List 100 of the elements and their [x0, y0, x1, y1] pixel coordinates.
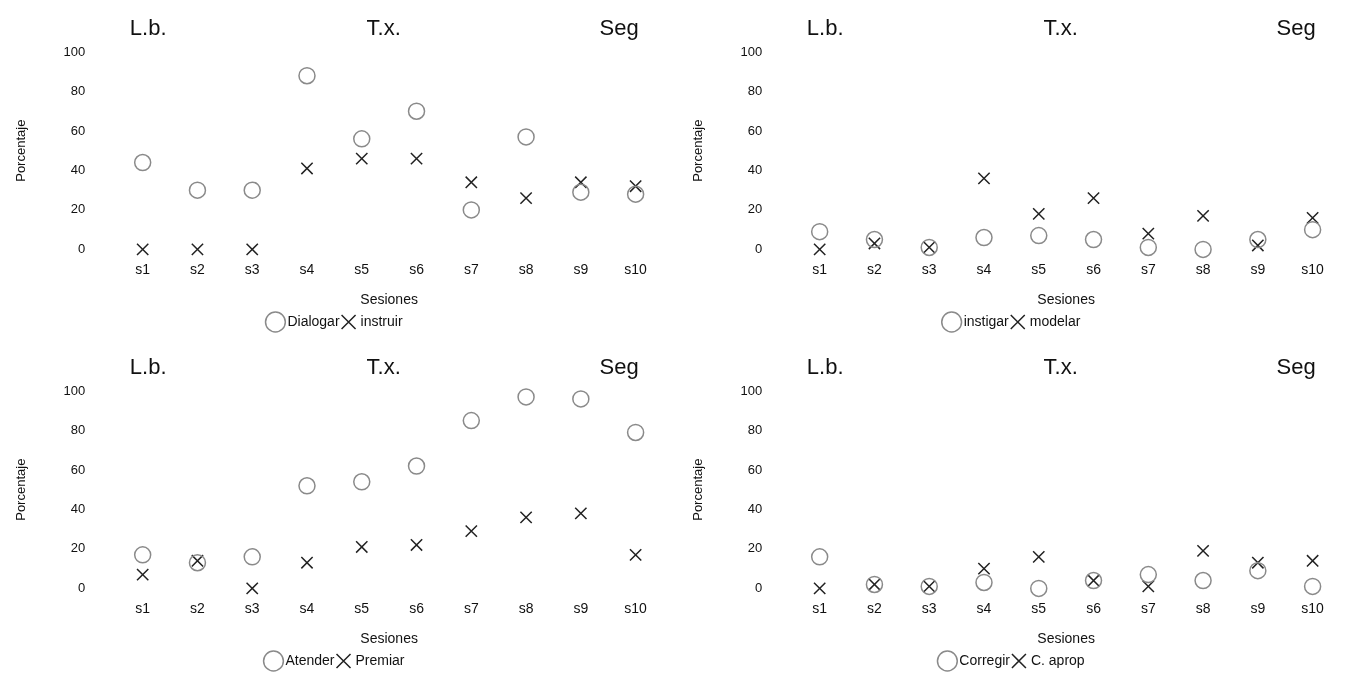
point	[810, 222, 829, 241]
y-tick-label: 20	[70, 201, 86, 217]
point	[188, 553, 207, 572]
x-tick-label: s3	[244, 260, 260, 277]
text: L.b.	[806, 15, 844, 41]
text: Seg	[599, 354, 639, 380]
y-tick-label: 40	[70, 162, 86, 178]
x-tick-label: s1	[135, 599, 151, 616]
x-tick-label: s2	[867, 599, 883, 616]
y-tick-label: 60	[70, 461, 86, 477]
point	[1194, 240, 1212, 259]
x-axis-title: Sesiones	[360, 291, 418, 308]
x-tick-label: s9	[573, 599, 589, 616]
point	[136, 242, 150, 256]
point	[1249, 230, 1267, 249]
text: T.x.	[366, 15, 401, 41]
y-tick-label: 60	[70, 122, 86, 138]
x-tick-label: s10	[624, 260, 648, 277]
legend-label: Dialogar	[287, 312, 340, 329]
point	[133, 546, 152, 564]
point	[133, 153, 152, 172]
point	[629, 548, 643, 562]
point	[1141, 580, 1155, 593]
y-tick-label: 80	[747, 83, 763, 99]
x-tick-label: s5	[354, 599, 370, 616]
text: L.b.	[129, 15, 167, 41]
text: T.x.	[366, 354, 401, 380]
legend-label: C. aprop	[1030, 651, 1085, 668]
y-tick-label: 100	[63, 382, 86, 398]
y-tick-label: 0	[78, 240, 86, 256]
x-tick-label: s10	[1301, 260, 1325, 277]
legend-label: Corregir	[959, 651, 1011, 668]
point	[1194, 571, 1212, 590]
point	[1141, 227, 1155, 241]
point	[300, 556, 314, 570]
point	[977, 562, 991, 576]
point	[353, 130, 371, 148]
point	[407, 102, 426, 120]
point	[1196, 209, 1210, 223]
y-tick-label: 100	[63, 43, 86, 59]
point	[572, 390, 590, 408]
x-tick-label: s3	[921, 260, 937, 277]
point	[629, 179, 643, 193]
point	[865, 230, 884, 249]
point	[519, 191, 533, 205]
x-tick-label: s7	[1140, 260, 1156, 277]
point	[813, 581, 827, 595]
y-tick-label: 40	[747, 162, 763, 178]
legend-label: Atender	[285, 651, 335, 668]
y-tick-label: 60	[747, 461, 763, 477]
y-tick-label: 20	[70, 540, 86, 556]
point	[626, 185, 645, 203]
point	[462, 201, 481, 219]
point	[355, 152, 369, 165]
x-tick-label: s10	[624, 599, 648, 616]
x-tick-label: s4	[976, 599, 992, 616]
legend-label: modelar	[1029, 312, 1081, 329]
point	[977, 171, 991, 185]
x-tick-label: s8	[1195, 260, 1211, 277]
point	[1196, 544, 1210, 558]
y-axis-title: Porcentaje	[13, 458, 29, 521]
y-tick-label: 100	[740, 43, 763, 59]
text: Seg	[1276, 15, 1316, 41]
x-tick-label: s4	[976, 260, 992, 277]
x-tick-label: s7	[463, 260, 479, 277]
point	[810, 548, 829, 566]
point	[574, 175, 588, 189]
point	[188, 181, 207, 199]
x-axis-title: Sesiones	[360, 630, 418, 647]
point	[136, 568, 150, 581]
x-tick-label: s4	[299, 599, 315, 616]
point	[1030, 226, 1048, 245]
point	[1032, 550, 1046, 564]
x-tick-label: s6	[409, 599, 425, 616]
point	[1303, 220, 1322, 239]
x-tick-label: s6	[409, 260, 425, 277]
point	[517, 128, 535, 146]
y-axis-title: Porcentaje	[690, 458, 706, 521]
point	[574, 506, 588, 520]
point	[191, 242, 204, 256]
x-tick-label: s5	[1031, 260, 1047, 277]
point	[813, 242, 827, 256]
point	[1249, 561, 1267, 580]
point	[1306, 554, 1320, 568]
point	[1139, 565, 1158, 584]
y-tick-label: 80	[70, 422, 86, 438]
x-tick-label: s7	[1140, 599, 1156, 616]
y-tick-label: 40	[70, 501, 86, 517]
point	[1251, 556, 1265, 570]
point	[243, 548, 261, 566]
point	[298, 66, 316, 85]
x-tick-label: s1	[135, 260, 151, 277]
x-tick-label: s1	[812, 599, 828, 616]
x-tick-label: s6	[1086, 260, 1102, 277]
x-tick-label: s3	[921, 599, 937, 616]
y-tick-label: 100	[740, 382, 763, 398]
point	[464, 524, 478, 538]
text: T.x.	[1043, 15, 1078, 41]
point	[1303, 577, 1322, 596]
x-tick-label: s9	[573, 260, 589, 277]
